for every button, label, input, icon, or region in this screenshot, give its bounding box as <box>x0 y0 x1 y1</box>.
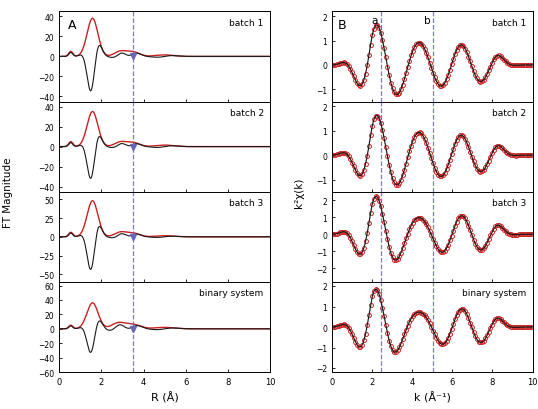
Text: b: b <box>424 16 430 26</box>
Text: a: a <box>372 16 378 26</box>
Text: batch 3: batch 3 <box>492 198 527 207</box>
Text: batch 2: batch 2 <box>230 108 264 117</box>
Text: batch 1: batch 1 <box>230 18 264 27</box>
Text: batch 3: batch 3 <box>230 198 264 207</box>
Text: k²χ(k): k²χ(k) <box>294 177 303 207</box>
Text: B: B <box>338 18 346 31</box>
Text: binary system: binary system <box>462 288 527 297</box>
Text: FT Magnitude: FT Magnitude <box>3 157 13 227</box>
Text: binary system: binary system <box>200 288 264 297</box>
X-axis label: R (Å): R (Å) <box>151 391 179 403</box>
Text: A: A <box>68 18 76 31</box>
X-axis label: k (Å⁻¹): k (Å⁻¹) <box>414 391 451 403</box>
Text: batch 2: batch 2 <box>492 108 527 117</box>
Text: batch 1: batch 1 <box>492 18 527 27</box>
